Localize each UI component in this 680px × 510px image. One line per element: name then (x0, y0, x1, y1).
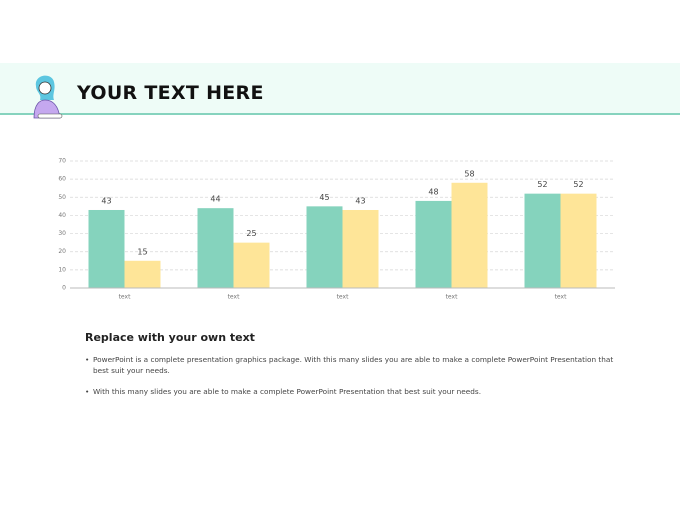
y-tick-label: 30 (58, 230, 66, 237)
data-label: 15 (137, 247, 147, 256)
bullet-list: PowerPoint is a complete presentation gr… (85, 354, 615, 407)
data-label: 52 (573, 180, 583, 189)
bar (415, 200, 452, 288)
bar (306, 206, 343, 288)
y-tick-label: 60 (58, 176, 66, 183)
y-tick-label: 20 (58, 248, 66, 255)
data-label: 45 (319, 193, 329, 202)
bar (451, 182, 488, 288)
x-tick-label: text (337, 294, 349, 301)
y-tick-label: 70 (58, 158, 66, 165)
bar (524, 193, 561, 288)
y-tick-label: 10 (58, 266, 66, 273)
data-label: 58 (464, 169, 474, 178)
y-tick-label: 0 (62, 285, 66, 292)
x-tick-label: text (119, 294, 131, 301)
x-tick-label: text (555, 294, 567, 301)
chart: 0 10 20 30 40 50 60 70 text 43 15 text 44 25 text 45 43 t… (58, 158, 615, 301)
slide-title: YOUR TEXT HERE (77, 82, 264, 104)
data-label: 43 (101, 196, 111, 205)
bar (88, 209, 125, 288)
data-label: 52 (537, 180, 547, 189)
body-heading: Replace with your own text (85, 331, 255, 344)
bar (233, 242, 270, 288)
bar (124, 260, 161, 288)
x-tick-label: text (228, 294, 240, 301)
bar (342, 209, 379, 288)
person-icon (33, 75, 63, 119)
y-tick-label: 50 (58, 194, 66, 201)
data-label: 44 (210, 195, 220, 204)
data-label: 43 (355, 196, 365, 205)
x-tick-label: text (446, 294, 458, 301)
bullet: PowerPoint is a complete presentation gr… (85, 354, 615, 376)
data-label: 48 (428, 187, 438, 196)
bar (197, 208, 234, 288)
bullet: With this many slides you are able to ma… (85, 386, 615, 397)
bar (560, 193, 597, 288)
y-tick-label: 40 (58, 212, 66, 219)
header-band (0, 63, 680, 115)
data-label: 25 (246, 229, 256, 238)
